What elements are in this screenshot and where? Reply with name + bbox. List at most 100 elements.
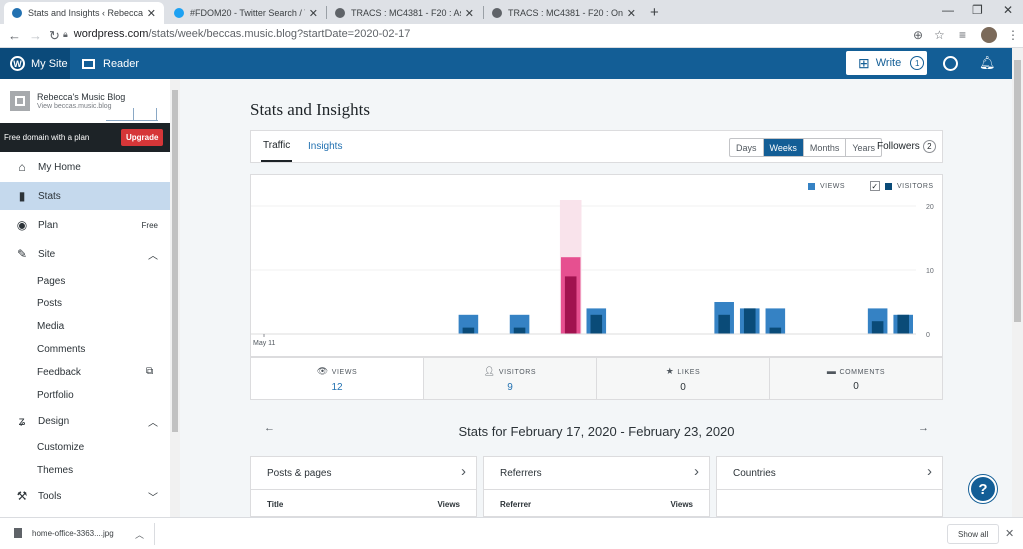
module-title: Referrers xyxy=(500,467,542,479)
visitors-bar xyxy=(897,314,909,334)
tab-insights[interactable]: Insights xyxy=(308,141,343,152)
sidebar-scrollbar-thumb[interactable] xyxy=(172,90,178,432)
new-tab-icon[interactable]: + xyxy=(650,4,659,21)
sidebar-item-site[interactable]: ✎ Site ︿ xyxy=(0,240,170,268)
summary-value: 12 xyxy=(331,382,343,393)
sidebar-item-plan[interactable]: ◉ Plan Free xyxy=(0,211,170,239)
restore-icon[interactable]: ❐ xyxy=(972,3,983,17)
y-tick-label: 20 xyxy=(926,204,934,211)
period-weeks[interactable]: Weeks xyxy=(762,139,803,156)
my-site-button[interactable]: W My Site xyxy=(0,48,70,79)
sidebar-sub-item-themes[interactable]: Themes xyxy=(37,465,74,476)
visitors-bar xyxy=(462,327,475,334)
chevron-right-icon[interactable]: › xyxy=(694,463,699,480)
view-site-link[interactable]: View beccas.music.blog xyxy=(37,103,112,110)
sidebar-sub-item-posts[interactable]: Posts xyxy=(37,298,63,309)
notifications-bell-icon[interactable]: 🔔︎ xyxy=(979,55,996,70)
module-header[interactable]: Countries xyxy=(717,457,942,490)
summary-likes[interactable]: ★ LIKES 0 xyxy=(596,358,769,399)
sidebar-item-tools[interactable]: ⚒ Tools ﹀ xyxy=(0,482,170,510)
close-window-icon[interactable]: ✕ xyxy=(1003,3,1014,17)
summary-comments[interactable]: ▬ COMMENTS 0 xyxy=(769,358,942,399)
legend-views[interactable]: VIEWS xyxy=(808,183,845,190)
url-field[interactable]: 🔒︎ wordpress.com/stats/week/beccas.music.… xyxy=(63,28,410,40)
upgrade-text: Free domain with a plan xyxy=(4,133,90,142)
tab-title: TRACS : MC4381 - F20 : Online M xyxy=(508,8,623,18)
next-period-arrow-icon[interactable]: → xyxy=(918,422,929,434)
help-button[interactable]: ? xyxy=(969,475,997,503)
close-tab-icon[interactable]: ✕ xyxy=(146,7,156,20)
chevron-up-icon[interactable]: ︿ xyxy=(135,530,145,540)
site-name: Rebecca's Music Blog xyxy=(37,92,126,102)
browser-tab[interactable]: Stats and Insights ‹ Rebecca's Mu ✕ xyxy=(4,2,164,24)
sidebar-sub-item-comments[interactable]: Comments xyxy=(37,344,86,355)
followers-link[interactable]: Followers 2 xyxy=(877,140,936,153)
browser-tab[interactable]: TRACS : MC4381 - F20 : Online M ✕ xyxy=(484,2,644,24)
back-icon[interactable]: ← xyxy=(8,28,21,43)
sidebar-sub-item-media[interactable]: Media xyxy=(37,321,65,332)
forward-icon[interactable]: → xyxy=(29,28,42,43)
plan-icon: ◉ xyxy=(16,218,28,232)
module-header[interactable]: Posts & pages xyxy=(251,457,476,490)
chevron-right-icon[interactable]: › xyxy=(461,463,466,480)
module-header[interactable]: Referrers xyxy=(484,457,709,490)
sidebar-sub-item-pages[interactable]: Pages xyxy=(37,276,66,287)
close-download-bar-icon[interactable]: ✕ xyxy=(1005,528,1015,540)
stats-bars-icon: ▮ xyxy=(18,189,26,203)
external-link-icon: ⧉ xyxy=(146,366,154,377)
sidebar-item-my-home[interactable]: ⌂ My Home xyxy=(0,153,170,181)
show-all-button[interactable]: Show all xyxy=(947,524,1000,544)
page-scrollbar-thumb[interactable] xyxy=(1014,60,1021,322)
tab-traffic[interactable]: Traffic xyxy=(261,131,293,162)
browser-profile-avatar[interactable] xyxy=(981,27,997,43)
upgrade-button[interactable]: Upgrade xyxy=(121,129,164,146)
legend-visitors[interactable]: ✓ VISITORS xyxy=(870,181,934,191)
browser-tab[interactable]: #FDOM20 - Twitter Search / Twit ✕ xyxy=(166,2,326,24)
sidebar-item-label: Design xyxy=(38,415,70,427)
user-avatar[interactable] xyxy=(943,56,958,71)
sidebar-sub-item-customize[interactable]: Customize xyxy=(37,442,85,453)
drafts-count-badge: 1 xyxy=(910,56,925,70)
upgrade-banner: Free domain with a plan Upgrade xyxy=(0,123,170,152)
browser-tab[interactable]: TRACS : MC4381 - F20 : Assignm ✕ xyxy=(327,2,482,24)
stats-nav: Traffic Insights Days Weeks Months Years… xyxy=(250,130,943,163)
minimize-icon[interactable]: — xyxy=(942,3,954,17)
site-card[interactable]: Rebecca's Music Blog View beccas.music.b… xyxy=(0,79,170,123)
previous-period-arrow-icon[interactable]: ← xyxy=(264,422,275,434)
bookmark-star-icon[interactable]: ☆ xyxy=(934,28,945,42)
period-months[interactable]: Months xyxy=(802,139,846,156)
visitors-checkbox-icon[interactable]: ✓ xyxy=(870,181,880,191)
followers-label: Followers xyxy=(877,141,920,152)
write-button[interactable]: ⊞ Write 1 xyxy=(846,51,927,75)
summary-visitors[interactable]: 👤︎ VISITORS 9 xyxy=(423,358,596,399)
add-icon[interactable]: ⊕ xyxy=(913,28,924,42)
sidebar-item-label: Tools xyxy=(38,490,62,502)
close-tab-icon[interactable]: ✕ xyxy=(626,7,636,20)
stats-chart: 0 10 20 May 11 VIEWS ✓ VISITORS xyxy=(250,174,943,357)
download-bar: home-office-3363....jpg ︿ Show all ✕ xyxy=(0,517,1023,549)
sidebar-item-design[interactable]: ʑ Design ︿ xyxy=(0,407,170,435)
summary-label: COMMENTS xyxy=(839,369,886,376)
globe-favicon-icon xyxy=(335,8,345,18)
period-years[interactable]: Years xyxy=(845,139,881,156)
chevron-right-icon[interactable]: › xyxy=(927,463,932,480)
close-tab-icon[interactable]: ✕ xyxy=(464,7,474,20)
sidebar-sub-item-portfolio[interactable]: Portfolio xyxy=(37,390,74,401)
chart-svg[interactable]: 0 10 20 May 11 xyxy=(251,175,942,356)
visitors-bar xyxy=(513,327,526,334)
sidebar: Rebecca's Music Blog View beccas.music.b… xyxy=(0,79,170,517)
close-tab-icon[interactable]: ✕ xyxy=(308,7,318,20)
reader-button[interactable]: Reader xyxy=(82,48,139,79)
reload-icon[interactable]: ↻ xyxy=(49,28,60,43)
download-item[interactable]: home-office-3363....jpg xyxy=(14,528,114,538)
period-days[interactable]: Days xyxy=(736,142,757,153)
chevron-up-icon: ︿ xyxy=(148,250,158,262)
media-queue-icon[interactable]: ≡ xyxy=(959,28,967,42)
summary-views[interactable]: 👁︎ VIEWS 12 xyxy=(251,358,423,399)
address-bar: ← → ↻ 🔒︎ wordpress.com/stats/week/beccas.… xyxy=(0,24,1023,48)
wordpress-favicon-icon xyxy=(12,8,22,18)
browser-menu-icon[interactable]: ⋮ xyxy=(1007,28,1019,42)
sidebar-item-stats[interactable]: ▮ Stats xyxy=(0,182,170,210)
sidebar-sub-item-feedback[interactable]: Feedback xyxy=(37,367,81,378)
url-path: /stats/week/beccas.music.blog?startDate=… xyxy=(148,28,411,40)
